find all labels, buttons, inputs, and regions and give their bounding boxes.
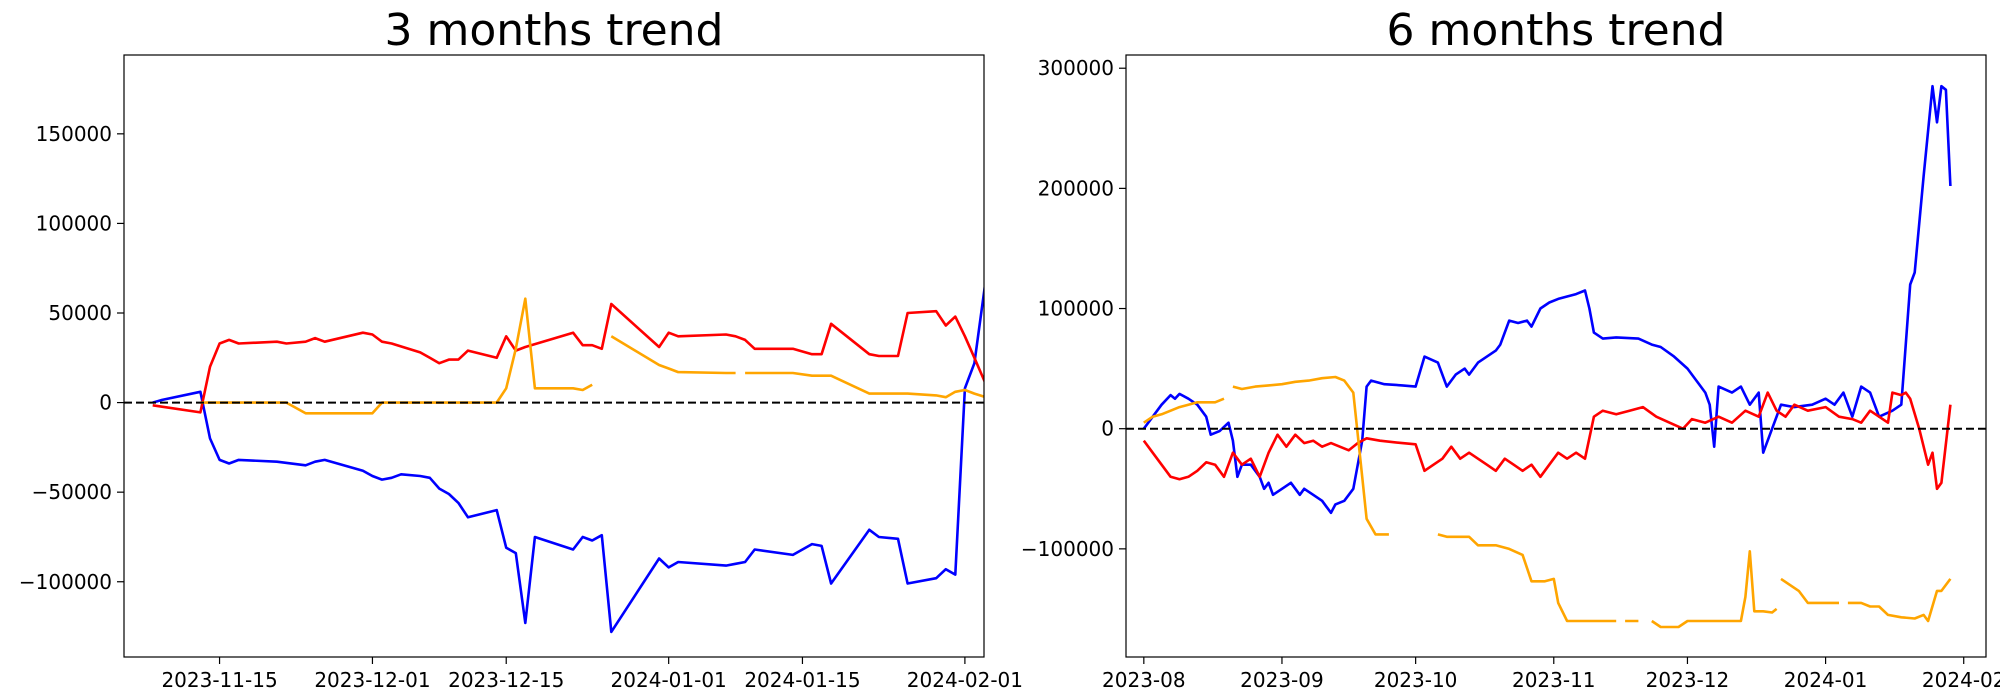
red-series-line [1142,391,1952,491]
series-group [1142,84,1952,629]
x-tick-label: 2023-09 [1240,668,1324,692]
x-tick-label: 2024-01 [1784,668,1868,692]
y-tick-label: 100000 [1038,297,1114,321]
y-tick-label: 0 [99,391,112,415]
red-series-line [152,302,984,414]
y-tick-label: −100000 [1021,537,1114,561]
y-tick-label: 0 [1101,417,1114,441]
plot-frame [1125,54,1987,658]
x-tick-label: 2023-08 [1102,668,1186,692]
x-tick-label: 2023-10 [1374,668,1458,692]
series-group [152,282,984,634]
x-tick-label: 2024-02 [1922,668,2000,692]
x-tick-label: 2023-12 [1646,668,1730,692]
chart-right: 6 months trend −100000 0 100000 200000 300000… [1021,5,2000,692]
chart-title: 3 months trend [385,5,724,56]
x-tick-label: 2023-12-15 [448,668,564,692]
x-tick-label: 2023-11-15 [161,668,277,692]
chart-left: 3 months trend −100000 −50000 0 50000 100000 1… [19,5,1023,692]
y-tick-label: 150000 [36,122,112,146]
y-tick-label: 200000 [1038,176,1114,200]
y-tick-label: 100000 [36,211,112,235]
blue-series-line [152,282,984,634]
x-tick-label: 2024-01-01 [611,668,727,692]
y-tick-label: 300000 [1038,56,1114,80]
x-tick-label: 2024-02-01 [907,668,1023,692]
y-tick-label: −50000 [32,480,112,504]
y-tick-label: 50000 [48,301,112,325]
x-tick-label: 2024-01-15 [744,668,860,692]
x-tick-label: 2023-12-01 [314,668,430,692]
blue-series-line [1142,84,1952,515]
chart-title: 6 months trend [1387,5,1726,56]
x-tick-label: 2023-11 [1512,668,1596,692]
y-tick-label: −100000 [19,570,112,594]
orange-series-line [1143,375,1952,629]
plot-frame [123,54,985,658]
